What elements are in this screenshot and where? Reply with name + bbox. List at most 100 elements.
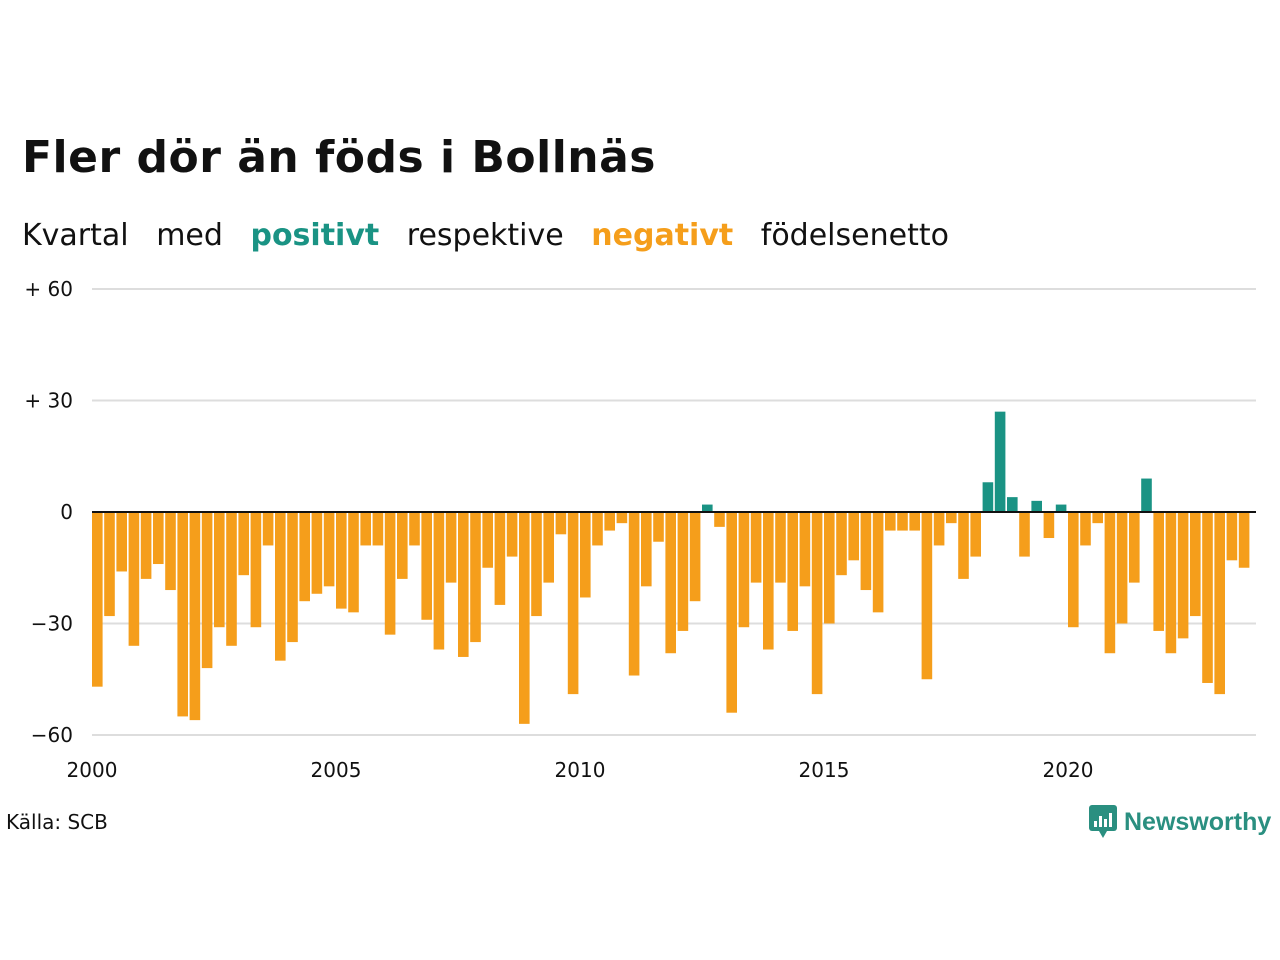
bar [311,512,323,594]
bar [1031,500,1042,512]
bar [860,512,872,591]
bar [1116,512,1128,624]
bar [628,512,640,676]
x-tick-label: 2010 [555,758,606,782]
subtitle-word-med: med [156,218,223,253]
bar [921,512,933,680]
bar [799,512,811,587]
brand-name: Newsworthy [1124,807,1272,836]
bar [885,512,896,531]
bar [714,512,725,527]
source-note: Källa: SCB [6,810,108,834]
bar [970,512,981,557]
bar [555,512,567,535]
bar [360,512,371,546]
bar [1068,512,1079,628]
bar [226,512,237,646]
bar [1202,512,1213,683]
y-axis-ticks: + 60 + 30 0 −30 −60 [24,277,73,747]
bar [689,512,701,602]
subtitle-word-respektive: respektive [406,218,564,253]
y-tick-label: 0 [60,500,73,524]
y-tick-label: + 30 [24,389,73,413]
y-tick-label: −30 [31,612,73,636]
y-tick-label: + 60 [24,277,73,301]
bar [299,512,310,602]
bar [775,512,786,583]
bar [104,512,115,617]
bar [421,512,432,620]
bar [592,512,603,546]
bar [811,512,823,695]
y-tick-label: −60 [31,723,73,747]
subtitle-negative-label: negativt [591,218,734,253]
bar [787,512,798,631]
bar [653,512,664,542]
x-tick-label: 2020 [1043,758,1094,782]
bar [238,512,249,576]
bar [409,512,420,546]
bar [482,512,493,568]
bar [262,512,274,546]
bar [982,482,994,512]
bar [726,512,737,713]
bar [580,512,591,598]
bar [958,512,969,579]
bar [909,512,920,531]
bar [872,512,884,613]
bar [1092,512,1103,524]
chart-title: Fler dör än föds i Bollnäs [22,132,656,183]
bar [665,512,676,654]
bar [519,512,530,724]
bar [994,411,1006,512]
subtitle-positive-label: positivt [250,218,380,253]
bar [92,512,103,687]
bar [1141,478,1152,512]
bars [92,411,1250,724]
subtitle-word-kvartal: Kvartal [22,218,129,253]
chart-subtitle: Kvartal med positivt respektive negativt… [22,218,967,253]
bar [165,512,176,591]
bar [836,512,847,576]
bar [397,512,408,579]
bar [384,512,396,635]
bar [470,512,481,643]
bar-chart: + 60 + 30 0 −30 −60 2000 2005 2010 2015 2020 [24,277,1256,782]
bar [116,512,127,572]
bar [494,512,506,605]
bar [1129,512,1140,583]
bar [1080,512,1091,546]
bar [677,512,689,631]
bar [1104,512,1116,654]
bar [567,512,579,695]
bar [1214,512,1225,695]
bar [250,512,262,628]
bar [848,512,859,561]
bar [702,504,713,512]
bar [897,512,908,531]
bar [1019,512,1030,557]
bar [1043,512,1055,539]
bar [140,512,152,579]
brand-logo: Newsworthy [1088,804,1271,840]
bar [1238,512,1250,568]
bar [1190,512,1201,617]
bar [189,512,201,721]
bar [201,512,213,669]
x-tick-label: 2015 [799,758,850,782]
bar [458,512,469,657]
bar [824,512,835,624]
bar [275,512,286,661]
bar [445,512,457,583]
bar [738,512,750,628]
bar [336,512,347,609]
bar [348,512,359,613]
bar [1177,512,1189,639]
x-tick-label: 2005 [311,758,362,782]
newsworthy-logo-icon [1089,805,1117,838]
subtitle-word-fodelsenetto: födelsenetto [760,218,949,253]
bar [750,512,762,583]
bar [323,512,335,587]
bar [1153,512,1164,631]
bar [616,512,628,524]
